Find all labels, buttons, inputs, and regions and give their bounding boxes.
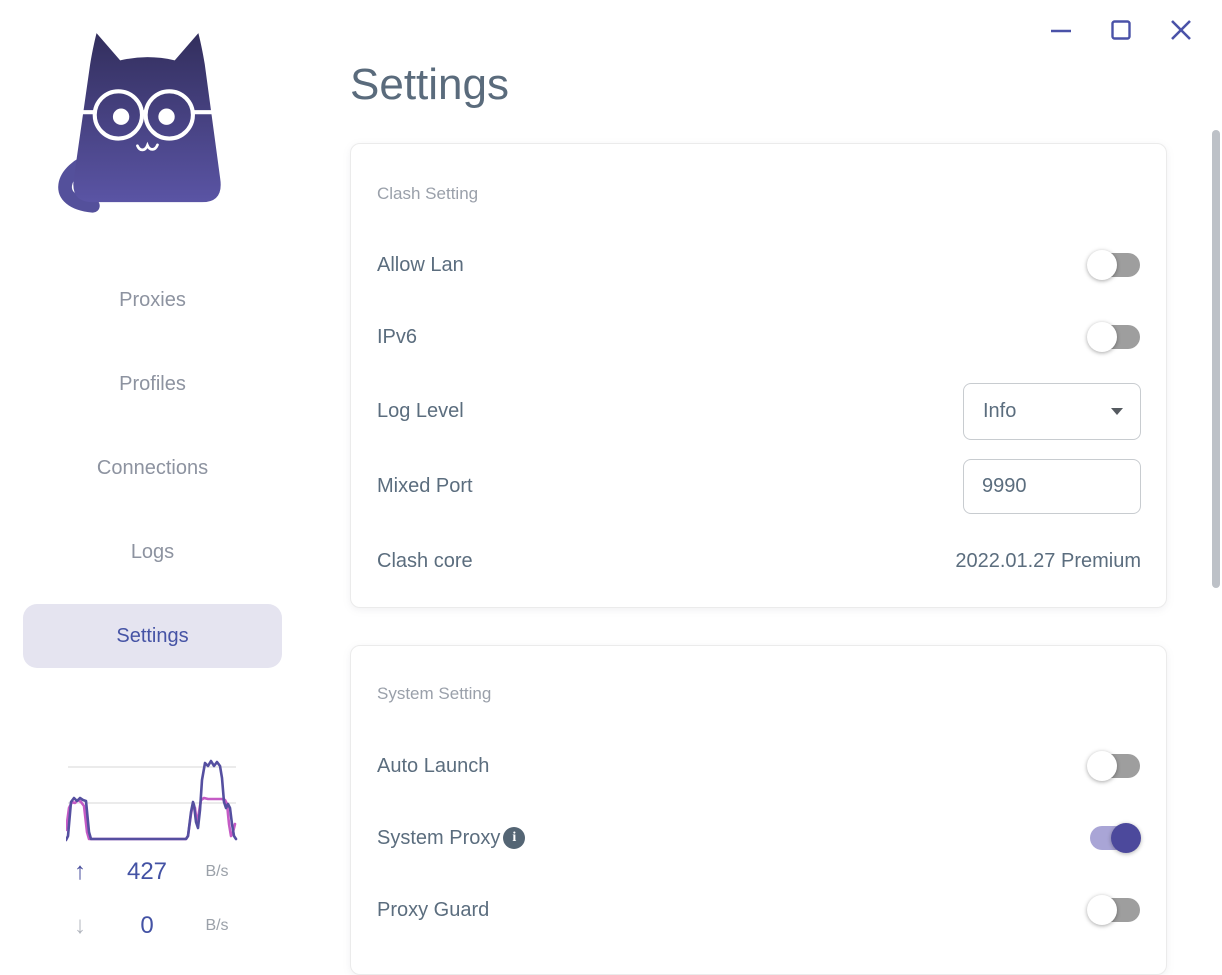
cat-right-eye <box>158 108 175 125</box>
toggle-thumb <box>1087 250 1117 280</box>
download-speed-value: 0 <box>140 912 154 939</box>
clash-cat-logo <box>58 33 221 213</box>
vertical-scrollbar[interactable] <box>1212 130 1220 588</box>
section-title: Clash Setting <box>377 184 479 203</box>
sidebar-item-label: Connections <box>96 456 209 479</box>
clash-core-row: Clash core 2022.01.27 Premium <box>377 525 1141 597</box>
system-setting-card: System Setting Auto Launch System Proxy … <box>350 645 1167 975</box>
mixed-port-input[interactable] <box>963 458 1141 514</box>
clash-core-version: 2022.01.27 Premium <box>955 549 1141 572</box>
proxy-guard-toggle[interactable] <box>1087 895 1141 925</box>
sidebar-item-label: Settings <box>116 624 189 647</box>
clash-setting-card: Clash Setting Allow Lan IPv6 Log Level I… <box>350 143 1167 608</box>
system-proxy-toggle[interactable] <box>1087 823 1141 853</box>
mixed-port-row: Mixed Port <box>377 450 1141 522</box>
cat-mouth <box>136 141 159 152</box>
sidebar-item-connections[interactable]: Connections <box>23 436 282 500</box>
allow-lan-toggle[interactable] <box>1087 250 1141 280</box>
download-speed-unit: B/s <box>205 917 229 934</box>
log-level-select[interactable]: Info <box>963 382 1141 440</box>
auto-launch-row: Auto Launch <box>377 730 1141 802</box>
log-level-label: Log Level <box>377 399 464 422</box>
page-title: Settings <box>350 60 509 109</box>
mixed-port-label: Mixed Port <box>377 474 473 497</box>
minimize-icon <box>1051 29 1071 33</box>
cat-left-eye <box>112 108 130 125</box>
upload-speed-unit: B/s <box>205 863 229 880</box>
chevron-down-icon <box>1111 407 1123 415</box>
clash-core-label: Clash core <box>377 549 473 572</box>
section-title: System Setting <box>377 684 492 703</box>
ipv6-row: IPv6 <box>377 301 1141 373</box>
proxy-guard-row: Proxy Guard <box>377 874 1141 946</box>
system-proxy-label-text: System Proxy <box>377 826 501 849</box>
allow-lan-label: Allow Lan <box>377 253 464 276</box>
system-proxy-row: System Proxy i <box>377 802 1141 874</box>
proxy-guard-label: Proxy Guard <box>377 898 490 921</box>
upload-line <box>66 759 238 842</box>
download-line <box>66 796 237 841</box>
upload-speed-value: 427 <box>126 858 168 885</box>
sidebar-item-label: Logs <box>130 540 175 563</box>
sidebar-item-settings[interactable]: Settings <box>23 604 282 668</box>
toggle-thumb <box>1087 895 1117 925</box>
close-icon <box>1171 20 1191 40</box>
upload-arrow-icon: ↑ <box>74 858 86 885</box>
log-level-value: Info <box>983 399 1017 422</box>
sidebar-item-proxies[interactable]: Proxies <box>23 268 282 332</box>
sidebar-item-logs[interactable]: Logs <box>23 520 282 584</box>
upload-speed: ↑ 427 B/s <box>60 856 240 888</box>
auto-launch-toggle[interactable] <box>1087 751 1141 781</box>
log-level-row: Log Level Info <box>377 375 1141 447</box>
toggle-thumb <box>1111 823 1141 853</box>
ipv6-label: IPv6 <box>377 325 418 348</box>
download-arrow-icon: ↓ <box>74 912 86 939</box>
ipv6-toggle[interactable] <box>1087 322 1141 352</box>
traffic-graph <box>66 759 238 842</box>
sidebar-item-profiles[interactable]: Profiles <box>23 352 282 416</box>
info-icon[interactable]: i <box>503 827 526 849</box>
maximize-button[interactable] <box>1109 18 1133 42</box>
sidebar-item-label: Proxies <box>119 288 186 311</box>
toggle-thumb <box>1087 322 1117 352</box>
allow-lan-row: Allow Lan <box>377 229 1141 301</box>
auto-launch-label: Auto Launch <box>377 754 490 777</box>
close-button[interactable] <box>1169 18 1193 42</box>
system-proxy-label: System Proxy i <box>377 826 526 850</box>
maximize-icon <box>1111 20 1131 40</box>
download-speed: ↓ 0 B/s <box>60 910 240 942</box>
sidebar-item-label: Profiles <box>119 372 186 395</box>
minimize-button[interactable] <box>1049 18 1073 42</box>
toggle-thumb <box>1087 751 1117 781</box>
